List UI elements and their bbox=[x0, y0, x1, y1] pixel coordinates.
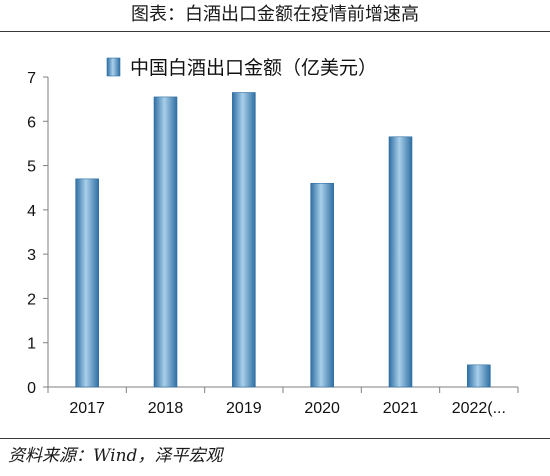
bar-chart: 中国白酒出口金额（亿美元） 0 1 2 3 4 5 6 7 2017 2018 2019 2020 20… bbox=[27, 57, 519, 417]
x-tick-label: 2021 bbox=[383, 400, 419, 417]
bottom-rule bbox=[0, 438, 550, 439]
legend-swatch bbox=[106, 57, 121, 77]
figure-title: 图表：白酒出口金额在疫情前增速高 bbox=[131, 4, 419, 25]
x-tick-label: 2018 bbox=[148, 400, 184, 417]
bar-2019 bbox=[232, 92, 256, 388]
y-tick-label: 5 bbox=[27, 159, 36, 176]
source-note: 资料来源：Wind，泽平宏观 bbox=[8, 446, 223, 466]
bar-2022 bbox=[467, 364, 491, 388]
y-tick-label: 1 bbox=[27, 336, 36, 353]
top-rule bbox=[0, 31, 550, 32]
legend-label: 中国白酒出口金额（亿美元） bbox=[130, 57, 377, 79]
bar-2020 bbox=[310, 182, 334, 388]
y-tick-label: 6 bbox=[27, 114, 36, 131]
y-tick-label: 3 bbox=[27, 247, 36, 264]
x-tick-label: 2020 bbox=[304, 400, 340, 417]
y-tick-label: 7 bbox=[27, 70, 36, 87]
x-tick-label: 2019 bbox=[226, 400, 262, 417]
x-tick-label: 2022(... bbox=[452, 400, 506, 417]
bar-2018 bbox=[153, 96, 178, 388]
chart-legend: 中国白酒出口金额（亿美元） bbox=[106, 57, 377, 79]
y-tick-label: 2 bbox=[27, 291, 36, 308]
bar-2017 bbox=[75, 178, 99, 388]
y-tick-label: 4 bbox=[27, 203, 36, 220]
y-tick-label: 0 bbox=[27, 380, 36, 397]
bar-2021 bbox=[388, 136, 413, 388]
x-tick-label: 2017 bbox=[69, 400, 105, 417]
